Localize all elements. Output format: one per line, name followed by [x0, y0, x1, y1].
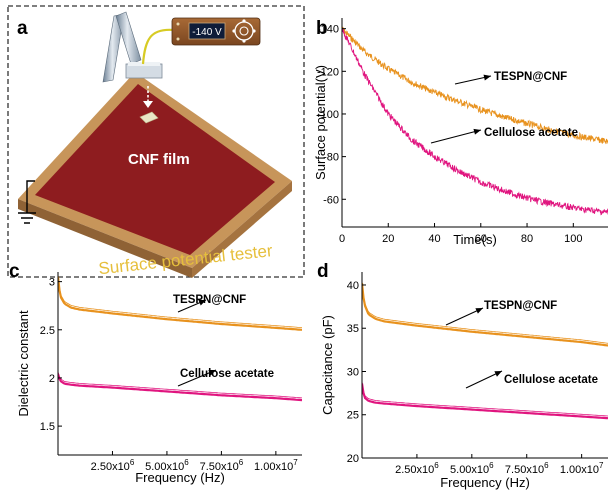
panel-a-label: a: [17, 18, 28, 39]
x-tick-label: 60: [475, 233, 487, 245]
y-tick-label: 35: [347, 323, 359, 335]
annotation-arrowhead: [475, 308, 483, 314]
panel-c-plot: 1.5 2 2.5 3 2.50x106 5.00x106 7.50x106 1.00x107…: [16, 272, 302, 485]
x-tick-label: 20: [382, 233, 394, 245]
x-tick-label: 40: [428, 233, 440, 245]
annotation-label: Cellulose acetate: [180, 368, 274, 380]
y-axis-label: Capacitance (pF): [320, 315, 335, 415]
sample-square: [139, 111, 159, 124]
x-tick-label: 2.50x106: [91, 458, 135, 473]
panel-b-plot: -140 -120 -100 -80 -60 0 20 40 60 80 100 Time(s) Sur…: [313, 18, 608, 247]
cnf-film: [35, 84, 275, 255]
meter-dial-icon: [232, 19, 256, 43]
series-line-upper: [362, 280, 608, 344]
annotation-label: Cellulose acetate: [504, 374, 598, 386]
annotation-label: TESPN@CNF: [173, 294, 246, 306]
y-tick-label: 3: [49, 277, 55, 289]
x-tick-label: 100: [564, 233, 582, 245]
film-label: CNF film: [128, 151, 190, 168]
series-line-cellulose-acetate: [342, 28, 608, 216]
annotation-arrowhead: [208, 369, 216, 376]
y-tick-label: 20: [347, 453, 359, 465]
x-axis-label: Frequency (Hz): [135, 470, 225, 485]
panel-a: a CNF film -140 V: [7, 5, 305, 278]
y-tick-label: -80: [323, 152, 339, 164]
x-tick-label: 1.00x107: [560, 461, 604, 476]
probe-cable: [141, 28, 175, 65]
board-side-left: [18, 199, 192, 278]
meter-screw-2: [176, 37, 180, 41]
x-axis-label: Frequency (Hz): [440, 475, 530, 490]
x-tick-label: 0: [339, 233, 345, 245]
annotation-arrowhead: [198, 300, 206, 306]
y-tick-label: -140: [317, 24, 339, 36]
annotation-label: Cellulose acetate: [484, 127, 578, 139]
panel-d-plot: 20 25 30 35 40 2.50x106 5.00x106 7.50x106 1.00x1…: [320, 272, 608, 490]
y-tick-label: 2.5: [40, 325, 55, 337]
panel-d-label: d: [317, 261, 329, 282]
y-tick-label: -100: [317, 109, 339, 121]
x-tick-label: 7.50x106: [200, 458, 244, 473]
series-line-tespn-cnf: [58, 276, 302, 331]
stand-arm: [115, 11, 142, 65]
y-tick-label: 30: [347, 366, 359, 378]
y-tick-label: 1.5: [40, 421, 55, 433]
meter-reading: -140 V: [192, 27, 222, 38]
panel-c: c 1.5 2 2.5 3 2.50x106 5.00x106 7.50x106 1.00x1…: [9, 261, 302, 485]
series-line-upper: [362, 381, 608, 417]
x-tick-label: 5.00x106: [145, 458, 189, 473]
series-line-upper: [58, 274, 302, 328]
series-line-cellulose-acetate: [58, 373, 302, 402]
y-axis-label: Surface potential(V): [313, 65, 328, 180]
annotation-arrow: [430, 129, 482, 144]
x-axis-label: Time(s): [453, 232, 497, 247]
series-line-tespn-cnf: [362, 283, 608, 347]
annotation-arrowhead: [483, 74, 491, 81]
y-tick-label: 2: [49, 373, 55, 385]
series-line-tespn-cnf: [342, 26, 608, 145]
y-tick-label: 40: [347, 280, 359, 292]
series-line-upper: [58, 371, 302, 399]
panel-d: d 20 25 30 35 40 2.50x106 5.00x106 7.50x106 1.00…: [317, 261, 608, 490]
annotation-arrowhead: [494, 371, 502, 377]
y-axis-label: Dielectric constant: [16, 310, 31, 417]
x-tick-label: 5.00x106: [450, 461, 494, 476]
panel-a-frame: [7, 5, 305, 278]
annotation-arrowhead: [473, 128, 481, 135]
meter-screw-1: [176, 22, 180, 26]
x-tick-label: 80: [521, 233, 533, 245]
panel-b-label: b: [316, 18, 328, 39]
x-tick-label: 1.00x107: [254, 458, 298, 473]
y-tick-label: 25: [347, 410, 359, 422]
x-tick-label: 2.50x106: [395, 461, 439, 476]
y-tick-label: -60: [323, 194, 339, 206]
series-line-cellulose-acetate: [362, 383, 608, 420]
annotation-label: TESPN@CNF: [494, 71, 567, 83]
panel-c-label: c: [9, 261, 20, 282]
annotation-label: TESPN@CNF: [484, 300, 557, 312]
y-tick-label: -120: [317, 66, 339, 78]
probe-arrow-head: [143, 101, 153, 108]
board-side-right: [192, 181, 292, 278]
ground-icon: [18, 180, 36, 224]
panel-b: b -140 -120 -100 -80 -60 0 20 40 60 80 100 Time(s) S…: [313, 18, 608, 247]
meter-display: [188, 22, 226, 40]
probe-head: [125, 63, 163, 79]
x-tick-label: 7.50x106: [505, 461, 549, 476]
